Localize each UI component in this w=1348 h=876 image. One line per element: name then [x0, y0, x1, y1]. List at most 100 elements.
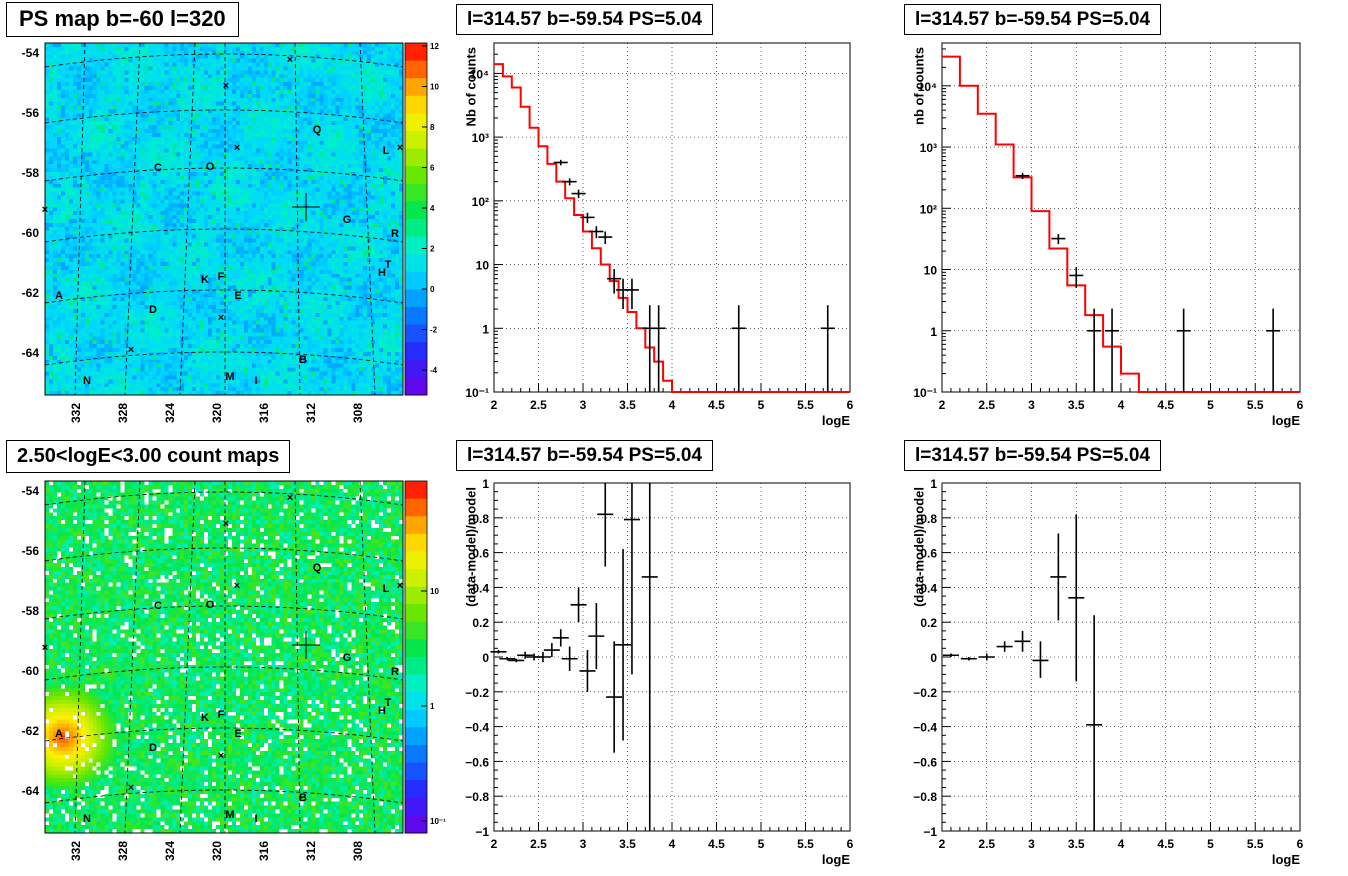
source-label: A: [55, 290, 63, 302]
latitude-line: [44, 666, 404, 681]
map-x-tick-label: 308: [351, 841, 365, 861]
x-tick-label: 5.5: [1247, 398, 1264, 412]
map-x-tick-label: 316: [257, 841, 271, 861]
colorbar-swatch: [405, 254, 427, 273]
map-x-tick-label: 324: [163, 403, 177, 423]
x-tick-label: 3: [580, 837, 587, 851]
y-tick-label: 10⁴: [470, 67, 489, 81]
map-x-tick-label: 328: [116, 841, 130, 861]
colorbar-swatch: [405, 692, 427, 711]
source-marker: ×: [218, 312, 224, 324]
y-tick-label: −0.6: [913, 755, 937, 769]
colorbar-swatch: [405, 342, 427, 361]
map-y-tick-label: -54: [22, 46, 40, 60]
map-x-tick-label: 320: [210, 403, 224, 423]
x-tick-label: 5: [1207, 398, 1214, 412]
colorbar-tick-label: -2: [430, 326, 438, 335]
x-tick-label: 6: [1297, 398, 1304, 412]
data-points: [553, 159, 835, 392]
map-y-tick-label: -56: [22, 544, 40, 558]
colorbar-swatch: [405, 289, 427, 308]
latitude-line: [44, 351, 404, 366]
source-label: R: [391, 228, 399, 240]
source-label: O: [206, 599, 215, 611]
latitude-line: [44, 789, 404, 804]
colorbar-tick-label: 1: [430, 702, 435, 711]
colorbar-swatch: [405, 709, 427, 728]
x-tick-label: 6: [847, 398, 854, 412]
source-label: E: [234, 290, 241, 302]
source-label: G: [343, 214, 352, 226]
colorbar-swatch: [405, 745, 427, 764]
count-map-title: 2.50<logE<3.00 count maps: [6, 440, 291, 473]
colorbar-swatch: [405, 307, 427, 326]
data-points: [490, 483, 658, 831]
colorbar-tick-label: 12: [430, 42, 439, 51]
latitude-line: [44, 228, 404, 243]
map-x-tick-label: 308: [351, 403, 365, 423]
latitude-line: [44, 727, 404, 742]
x-tick-label: 3.5: [1068, 837, 1085, 851]
source-marker: ×: [287, 492, 293, 504]
y-tick-label: −0.8: [913, 790, 937, 804]
residual-panel-2: 2 2.5 3 3.5 4 4.5 5 5.5 6 −1 −0.8 −0.6 −0.4 −0.2 0 0.2 0…: [898, 438, 1348, 876]
source-label: C: [154, 600, 162, 612]
x-tick-label: 6: [847, 837, 854, 851]
source-label: D: [149, 304, 157, 316]
colorbar-swatch: [405, 551, 427, 570]
y-tick-label: −0.4: [913, 721, 937, 735]
y-tick-label: −0.2: [465, 686, 489, 700]
map-y-tick-label: -62: [22, 724, 40, 738]
y-tick-label: 0.4: [920, 581, 937, 595]
y-tick-label: 10: [924, 264, 938, 278]
source-label: T: [385, 259, 392, 271]
colorbar-swatch: [405, 219, 427, 238]
colorbar-tick-label: 6: [430, 164, 435, 173]
y-tick-label: 0.6: [920, 547, 937, 561]
source-label: M: [225, 809, 234, 821]
colorbar-swatch: [405, 359, 427, 378]
x-tick-label: 6: [1297, 837, 1304, 851]
plot-frame: [941, 42, 1301, 393]
model-step-line: [942, 55, 1300, 393]
colorbar-tick-label: 10⁻¹: [430, 817, 446, 826]
colorbar-swatch: [405, 324, 427, 343]
residual-plot-1: 2 2.5 3 3.5 4 4.5 5 5.5 6 −1 −0.8 −0.6 −0.4 −0.2 0 0.2 0…: [463, 477, 854, 867]
source-marker: ×: [42, 204, 48, 216]
source-label: E: [234, 728, 241, 740]
plot-grid: [494, 43, 850, 392]
y-tick-label: −0.8: [465, 790, 489, 804]
residual-title-1: l=314.57 b=-59.54 PS=5.04: [456, 440, 714, 471]
colorbar-swatch: [405, 183, 427, 202]
colorbar-tick-label: 10: [430, 587, 439, 596]
y-tick-label: 0.2: [472, 616, 489, 630]
y-tick-label: 1: [930, 477, 937, 491]
map-pixels: [45, 43, 403, 395]
source-marker: ×: [234, 142, 240, 154]
latitude-line: [44, 167, 404, 182]
y-tick-label: 1: [482, 322, 489, 336]
x-axis-title: logE: [822, 852, 850, 867]
map-grid: [44, 42, 404, 396]
x-tick-label: 4: [1118, 398, 1125, 412]
colorbar-swatch: [405, 271, 427, 290]
map-y-tick-label: -58: [22, 166, 40, 180]
source-label: I: [254, 813, 257, 825]
colorbar-swatch: [405, 621, 427, 640]
y-tick-label: −1: [923, 825, 937, 839]
colorbar-tick-label: 0: [430, 285, 435, 294]
map-y-tick-label: -60: [22, 226, 40, 240]
x-tick-label: 4: [669, 837, 676, 851]
colorbar-swatch: [405, 815, 427, 834]
map-pixels: [45, 481, 403, 833]
longitude-line: [359, 42, 376, 396]
source-marker: ×: [223, 80, 229, 92]
colorbar-swatch: [405, 201, 427, 220]
colorbar-swatch: [405, 797, 427, 816]
map-x-tick-label: 312: [304, 841, 318, 861]
longitude-line: [74, 480, 86, 834]
latitude-line: [44, 605, 404, 620]
source-label: B: [299, 354, 307, 366]
map-y-tick-label: -64: [22, 784, 40, 798]
x-tick-label: 5.5: [1247, 837, 1264, 851]
